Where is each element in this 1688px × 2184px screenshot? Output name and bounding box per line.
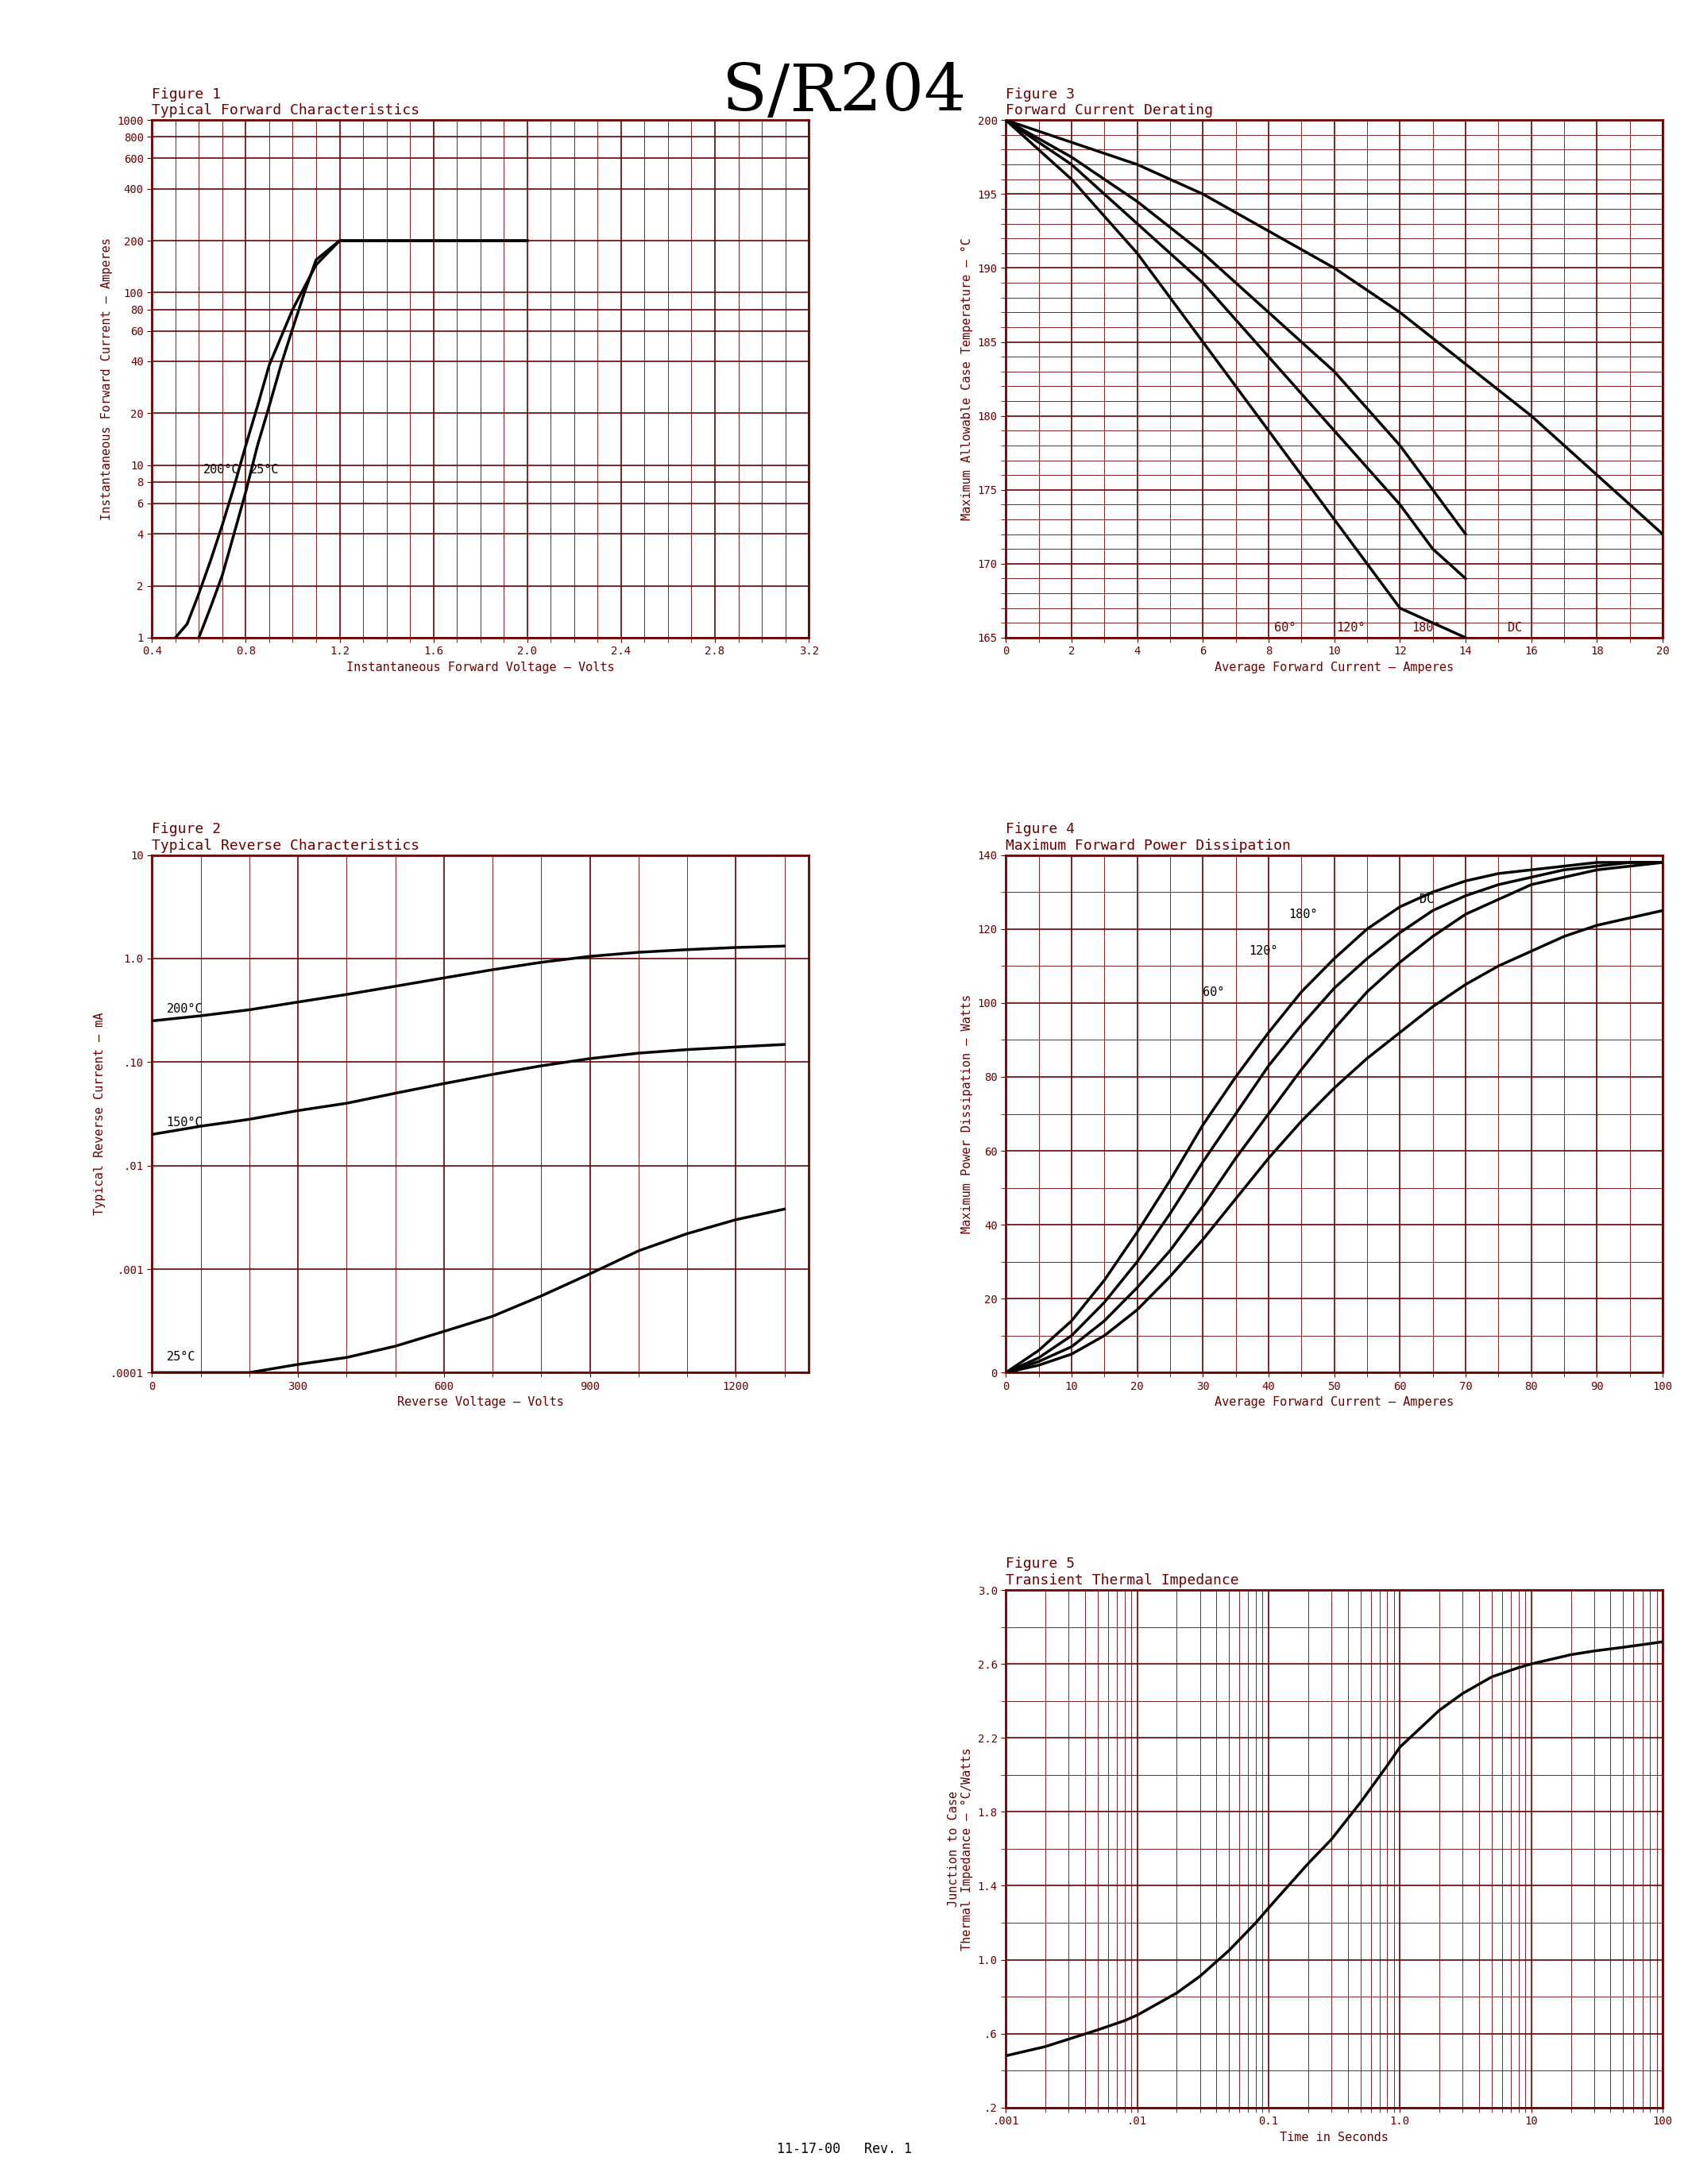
Text: 25°C: 25°C: [167, 1352, 196, 1363]
Text: DC: DC: [1420, 893, 1435, 906]
Y-axis label: Maximum Allowable Case Temperature — °C: Maximum Allowable Case Temperature — °C: [960, 238, 974, 520]
Text: S/R204: S/R204: [722, 61, 966, 124]
Text: 120°: 120°: [1249, 946, 1278, 957]
Y-axis label: Junction to Case
Thermal Impedance — °C/Watts: Junction to Case Thermal Impedance — °C/…: [947, 1747, 974, 1950]
Text: 180°: 180°: [1411, 622, 1442, 633]
Text: Figure 2
Typical Reverse Characteristics: Figure 2 Typical Reverse Characteristics: [152, 821, 420, 852]
Text: 150°C: 150°C: [167, 1116, 203, 1129]
X-axis label: Instantaneous Forward Voltage — Volts: Instantaneous Forward Voltage — Volts: [346, 662, 614, 673]
Text: 11-17-00   Rev. 1: 11-17-00 Rev. 1: [776, 2143, 912, 2156]
Text: Figure 5
Transient Thermal Impedance: Figure 5 Transient Thermal Impedance: [1006, 1557, 1239, 1588]
X-axis label: Reverse Voltage — Volts: Reverse Voltage — Volts: [397, 1396, 564, 1409]
Y-axis label: Typical Reverse Current — mA: Typical Reverse Current — mA: [95, 1013, 106, 1214]
Text: DC: DC: [1507, 622, 1523, 633]
Text: Figure 4
Maximum Forward Power Dissipation: Figure 4 Maximum Forward Power Dissipati…: [1006, 821, 1291, 852]
Y-axis label: Instantaneous Forward Current — Amperes: Instantaneous Forward Current — Amperes: [101, 238, 113, 520]
Text: 25°C: 25°C: [250, 463, 280, 476]
Text: Figure 1
Typical Forward Characteristics: Figure 1 Typical Forward Characteristics: [152, 87, 420, 118]
X-axis label: Average Forward Current — Amperes: Average Forward Current — Amperes: [1215, 662, 1453, 673]
Text: 60°: 60°: [1274, 622, 1296, 633]
X-axis label: Time in Seconds: Time in Seconds: [1280, 2132, 1389, 2143]
Text: 120°: 120°: [1337, 622, 1366, 633]
Text: 200°C: 200°C: [167, 1002, 203, 1016]
X-axis label: Average Forward Current — Amperes: Average Forward Current — Amperes: [1215, 1396, 1453, 1409]
Text: 180°: 180°: [1288, 909, 1317, 919]
Y-axis label: Maximum Power Dissipation — Watts: Maximum Power Dissipation — Watts: [960, 994, 974, 1234]
Text: 200°C: 200°C: [204, 463, 240, 476]
Text: 60°: 60°: [1204, 985, 1224, 998]
Text: Figure 3
Forward Current Derating: Figure 3 Forward Current Derating: [1006, 87, 1214, 118]
